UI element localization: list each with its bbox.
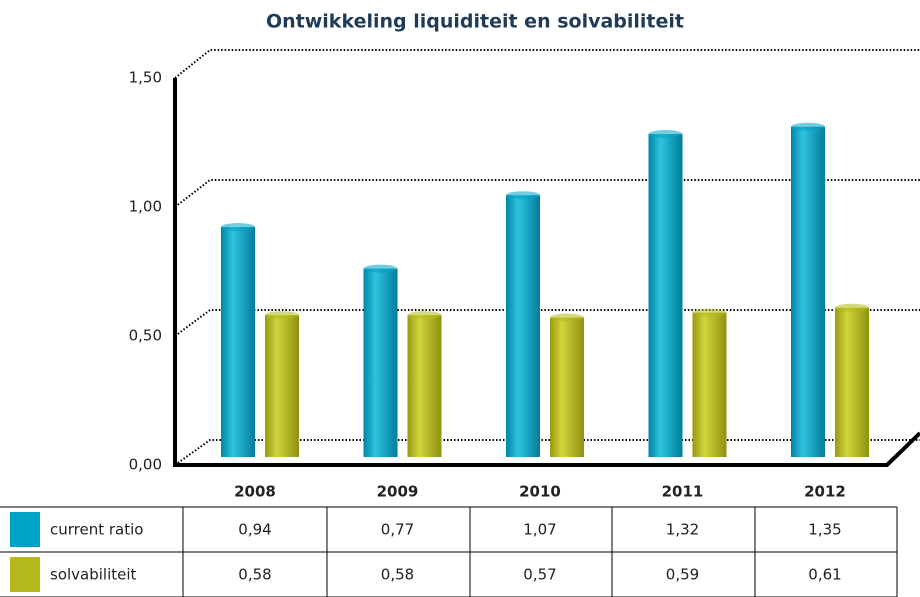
table-value: 0,59 bbox=[666, 566, 699, 584]
bar-top bbox=[791, 122, 825, 131]
x-tick-label: 2012 bbox=[804, 483, 846, 501]
table-value: 1,35 bbox=[808, 521, 841, 539]
y-tick-label: 0,00 bbox=[129, 456, 162, 474]
grid-line bbox=[174, 49, 920, 79]
bar bbox=[407, 315, 442, 457]
table-value: 0,94 bbox=[238, 521, 271, 539]
bar-top bbox=[363, 264, 398, 273]
bar bbox=[265, 315, 299, 457]
bar bbox=[648, 134, 683, 458]
bar bbox=[506, 195, 540, 457]
bar-top bbox=[506, 191, 540, 200]
legend-swatch bbox=[10, 557, 40, 592]
y-tick-label: 1,50 bbox=[129, 69, 162, 87]
bar-top bbox=[221, 223, 255, 232]
y-tick-label: 0,50 bbox=[129, 327, 162, 345]
bar bbox=[692, 312, 727, 457]
x-tick-label: 2008 bbox=[234, 483, 276, 501]
x-tick-label: 2009 bbox=[377, 483, 419, 501]
grid-line bbox=[174, 309, 920, 337]
bar-top bbox=[835, 303, 869, 312]
grid-line bbox=[174, 439, 920, 466]
table-value: 0,61 bbox=[808, 566, 841, 584]
bar-top bbox=[407, 311, 442, 320]
bar bbox=[221, 227, 255, 457]
legend-swatch bbox=[10, 512, 40, 547]
table-value: 0,57 bbox=[523, 566, 556, 584]
bar bbox=[791, 126, 825, 457]
legend-label: current ratio bbox=[50, 521, 143, 539]
bar-top bbox=[692, 308, 727, 317]
bar bbox=[550, 317, 584, 457]
bar bbox=[835, 307, 869, 457]
table-value: 1,07 bbox=[523, 521, 556, 539]
bar-top bbox=[648, 130, 683, 139]
legend-label: solvabiliteit bbox=[50, 566, 137, 584]
x-tick-label: 2010 bbox=[519, 483, 561, 501]
bar-top bbox=[265, 311, 299, 320]
chart-title: Ontwikkeling liquiditeit en solvabilitei… bbox=[266, 11, 684, 33]
grid-line bbox=[174, 179, 920, 208]
table-value: 0,58 bbox=[238, 566, 271, 584]
table-value: 0,58 bbox=[381, 566, 414, 584]
table-value: 1,32 bbox=[666, 521, 699, 539]
y-tick-label: 1,00 bbox=[129, 198, 162, 216]
bar bbox=[363, 268, 398, 457]
x-tick-label: 2011 bbox=[662, 483, 704, 501]
floor bbox=[175, 431, 920, 467]
table-value: 0,77 bbox=[381, 521, 414, 539]
bar-top bbox=[550, 313, 584, 322]
